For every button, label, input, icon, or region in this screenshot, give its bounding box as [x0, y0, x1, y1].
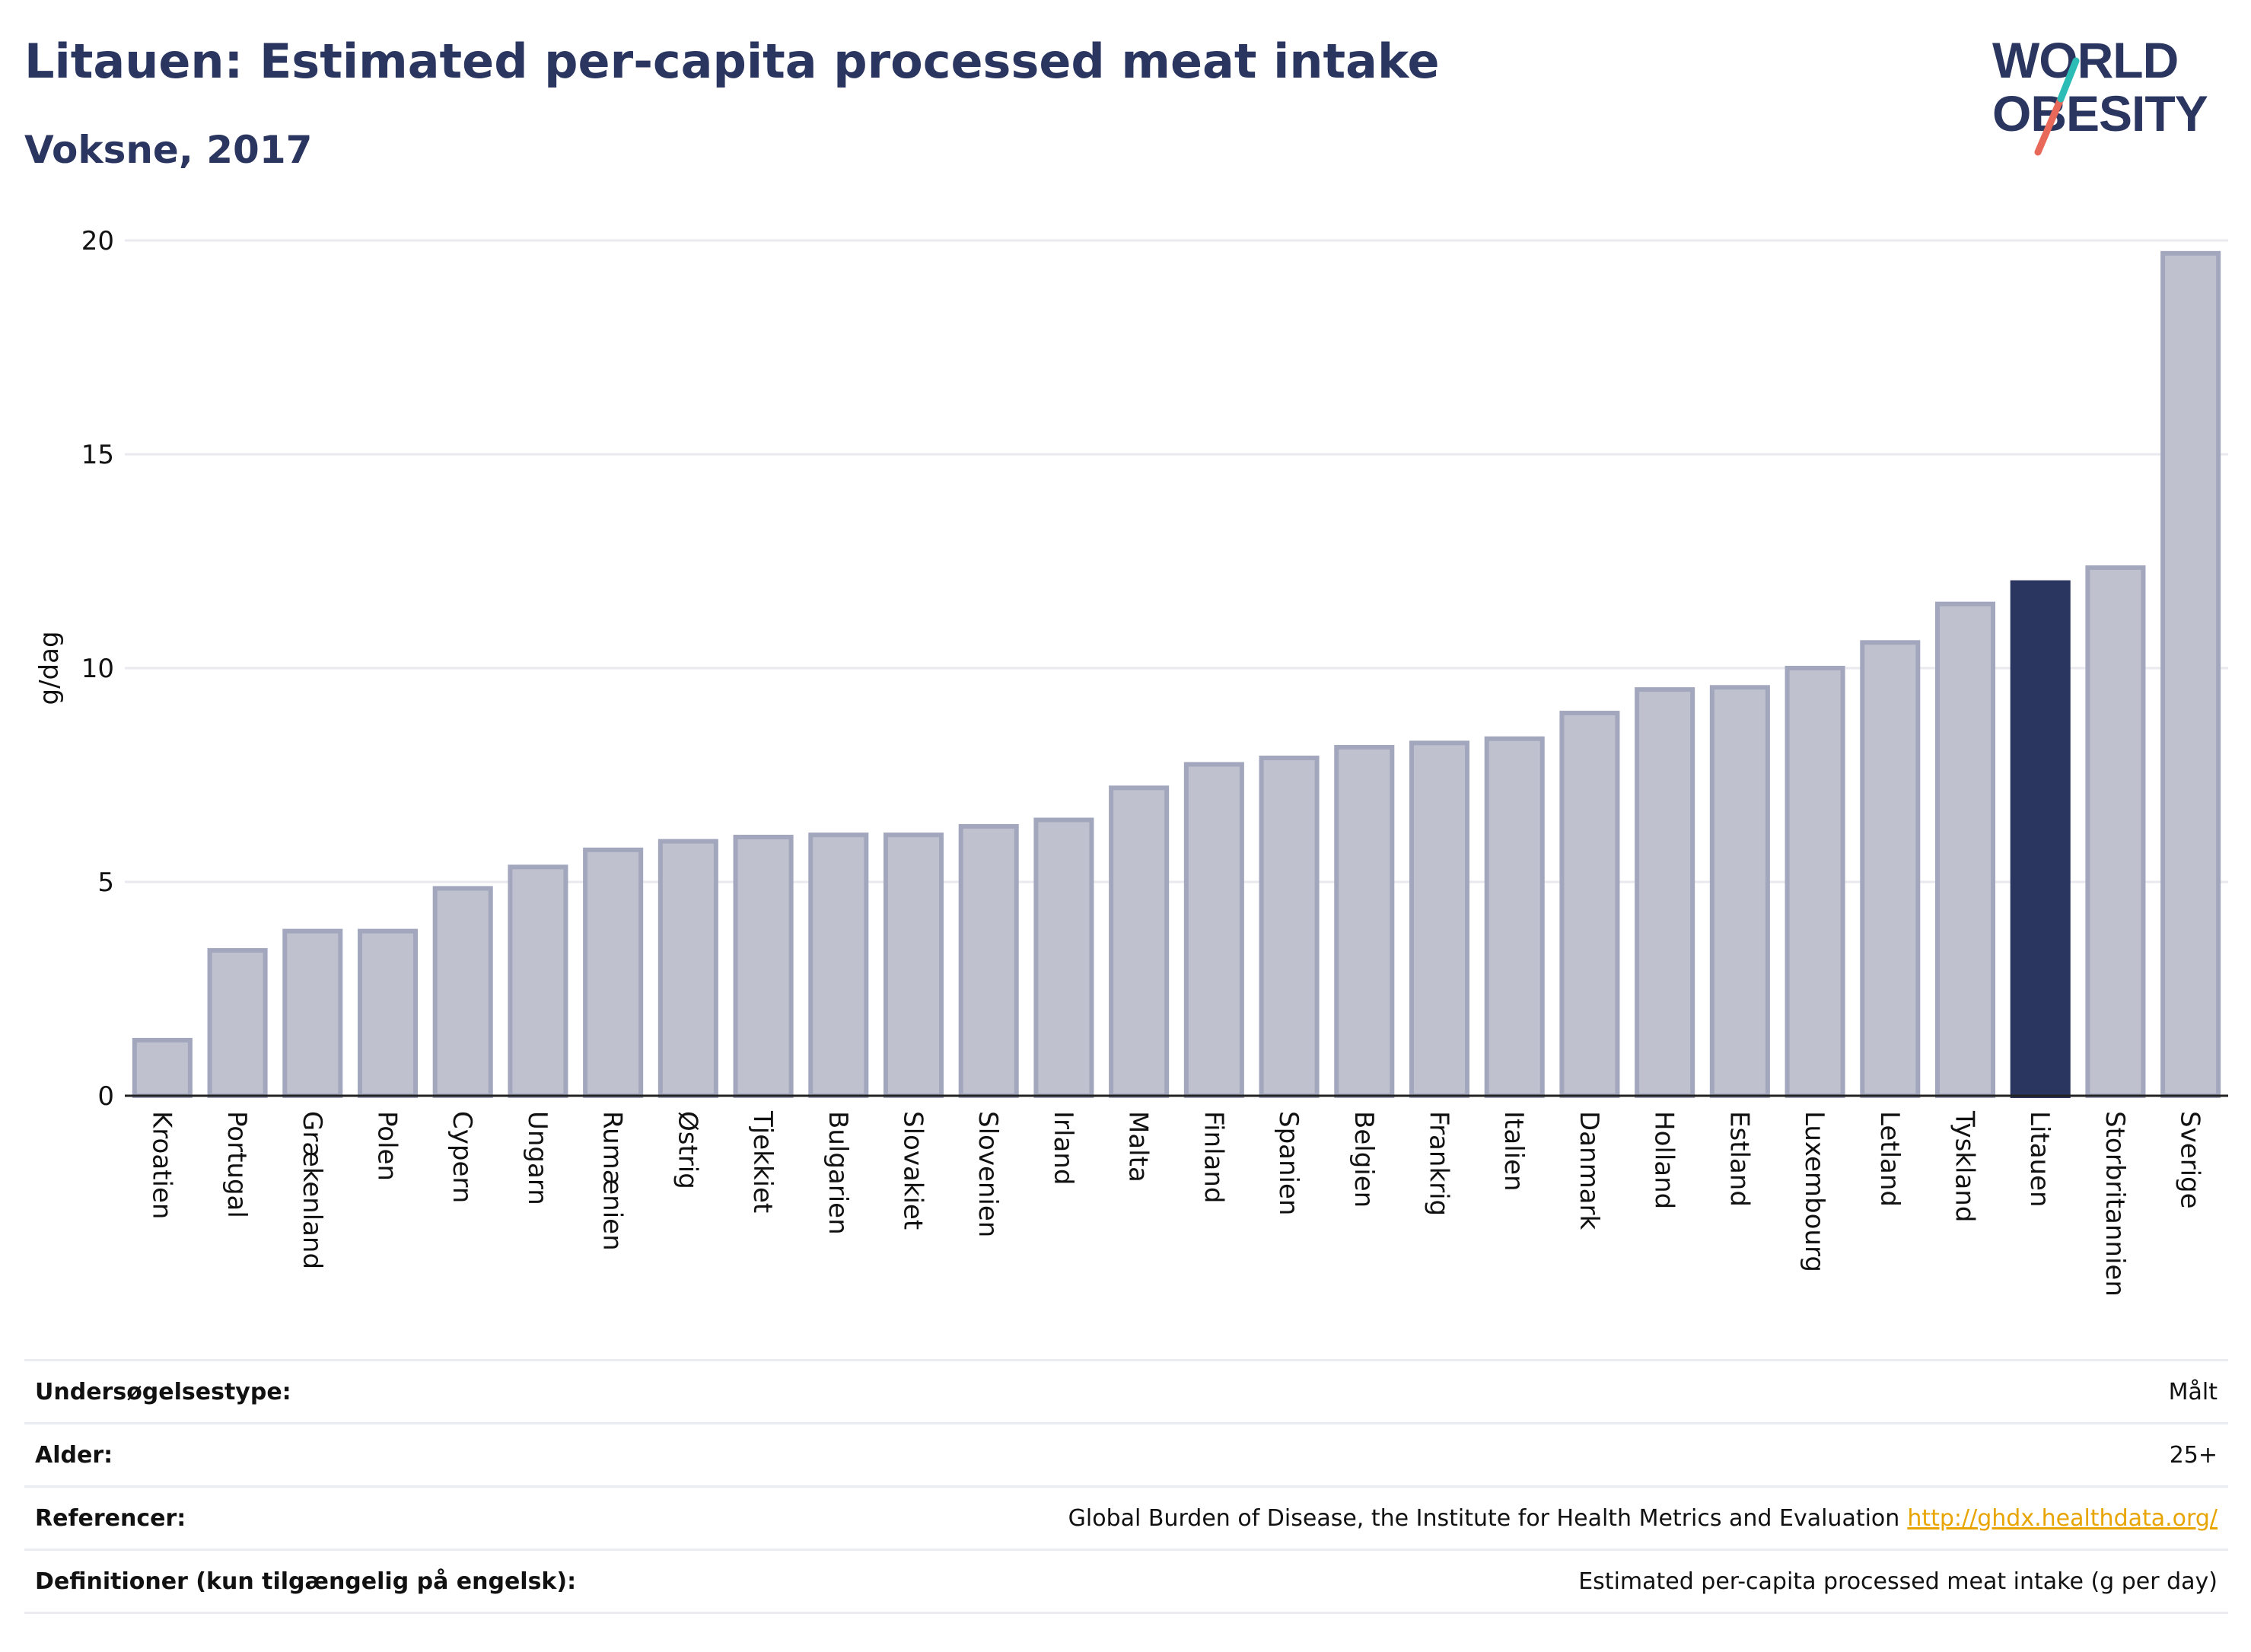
x-tick-label: Tyskland — [1950, 1110, 1980, 1222]
bar-spanien[interactable] — [1259, 756, 1320, 1099]
x-tick-label: Kroatien — [146, 1111, 177, 1219]
x-tick-label: Ungarn — [522, 1111, 552, 1205]
x-tick-labels: Kroatien Portugal Grækenland Polen Cypern Ung… — [146, 1110, 2205, 1297]
bar-italien[interactable] — [1484, 736, 1545, 1098]
y-tick-label: 20 — [81, 226, 114, 256]
info-row-definitions: Definitioner (kun tilgængelig på engelsk… — [24, 1551, 2228, 1614]
x-tick-label: Cypern — [447, 1111, 477, 1203]
info-row-references: Referencer: Global Burden of Disease, th… — [24, 1488, 2228, 1551]
info-label: Referencer: — [35, 1504, 186, 1532]
x-tick-label: Portugal — [221, 1111, 252, 1218]
bar-chart: 0 5 10 15 20 Kroatien Portugal Grækenland Polen… — [34, 226, 2228, 1297]
bar-litauen[interactable] — [2010, 580, 2071, 1098]
bar-sverige[interactable] — [2160, 250, 2221, 1098]
y-tick-label: 10 — [81, 654, 114, 684]
world-obesity-logo: WORLD OBESITY — [1992, 32, 2208, 156]
bar-letland[interactable] — [1860, 640, 1921, 1098]
bar-danmark[interactable] — [1559, 711, 1620, 1098]
x-tick-label: Luxembourg — [1799, 1111, 1829, 1272]
bar-østrig[interactable] — [657, 839, 718, 1098]
x-tick-label: Slovakiet — [898, 1111, 928, 1230]
reference-text: Global Burden of Disease, the Institute … — [1068, 1504, 1900, 1532]
x-tick-label: Rumænien — [597, 1111, 628, 1251]
bar-belgien[interactable] — [1334, 744, 1395, 1098]
info-value: Målt — [2168, 1378, 2218, 1405]
bar-slovakiet[interactable] — [883, 832, 944, 1099]
x-tick-label: Polen — [372, 1111, 403, 1181]
bar-polen[interactable] — [357, 928, 419, 1098]
x-tick-label: Bulgarien — [823, 1111, 853, 1235]
bar-estland[interactable] — [1709, 685, 1770, 1098]
bar-luxembourg[interactable] — [1785, 666, 1845, 1098]
info-label: Undersøgelsestype: — [35, 1378, 291, 1405]
x-tick-label: Estland — [1724, 1111, 1754, 1207]
x-tick-label: Sverige — [2175, 1111, 2205, 1209]
logo-slash-teal — [2057, 57, 2080, 103]
x-tick-label: Litauen — [2024, 1111, 2055, 1208]
x-tick-label: Finland — [1198, 1111, 1228, 1204]
bar-storbritannien[interactable] — [2085, 565, 2146, 1098]
bar-irland[interactable] — [1033, 817, 1094, 1098]
bar-tjekkiet[interactable] — [733, 834, 794, 1098]
bar-cypern[interactable] — [432, 886, 493, 1099]
bar-tyskland[interactable] — [1934, 601, 1996, 1098]
x-tick-label: Holland — [1649, 1111, 1679, 1209]
x-tick-label: Belgien — [1348, 1111, 1379, 1208]
bar-slovenien[interactable] — [958, 823, 1019, 1098]
bar-bulgarien[interactable] — [808, 832, 869, 1099]
y-tick-label: 5 — [97, 867, 114, 898]
y-tick-label: 0 — [97, 1081, 114, 1112]
x-tick-label: Tjekkiet — [747, 1110, 778, 1213]
reference-link[interactable]: http://ghdx.healthdata.org/ — [1907, 1504, 2218, 1532]
logo-line1: WORLD — [1992, 32, 2178, 88]
info-value: Estimated per-capita processed meat inta… — [1578, 1568, 2218, 1595]
y-tick-labels: 0 5 10 15 20 — [81, 226, 114, 1112]
bars — [132, 250, 2221, 1099]
bar-holland[interactable] — [1635, 687, 1695, 1098]
info-value: 25+ — [2169, 1441, 2218, 1469]
x-tick-label: Danmark — [1574, 1111, 1604, 1230]
bar-malta[interactable] — [1109, 785, 1170, 1098]
bar-rumænien[interactable] — [583, 847, 644, 1098]
bar-portugal[interactable] — [207, 947, 268, 1099]
info-label: Alder: — [35, 1441, 113, 1469]
page-subtitle: Voksne, 2017 — [24, 128, 313, 172]
logo-line2: OBESITY — [1992, 85, 2208, 142]
x-tick-label: Storbritannien — [2100, 1111, 2130, 1297]
info-table: Undersøgelsestype: Målt Alder: 25+ Refer… — [24, 1359, 2228, 1614]
logo-slash-coral — [2034, 95, 2065, 156]
info-row-age: Alder: 25+ — [24, 1424, 2228, 1488]
y-axis-label: g/dag — [34, 631, 65, 705]
x-tick-label: Letland — [1874, 1111, 1905, 1207]
bar-frankrig[interactable] — [1409, 740, 1470, 1098]
x-tick-label: Malta — [1123, 1111, 1154, 1183]
x-tick-label: Irland — [1048, 1111, 1078, 1185]
page-title: Litauen: Estimated per-capita processed … — [24, 33, 1440, 89]
info-row-survey-type: Undersøgelsestype: Målt — [24, 1361, 2228, 1424]
x-tick-label: Spanien — [1273, 1111, 1304, 1215]
info-label: Definitioner (kun tilgængelig på engelsk… — [35, 1568, 577, 1595]
bar-kroatien[interactable] — [132, 1037, 193, 1098]
bar-finland[interactable] — [1183, 762, 1244, 1098]
bar-grækenland[interactable] — [282, 928, 343, 1098]
x-tick-label: Slovenien — [973, 1111, 1003, 1237]
bar-ungarn[interactable] — [508, 864, 568, 1098]
y-tick-label: 15 — [81, 440, 114, 470]
x-tick-label: Østrig — [672, 1111, 702, 1189]
x-tick-label: Italien — [1498, 1111, 1529, 1192]
info-value-references: Global Burden of Disease, the Institute … — [1068, 1505, 2218, 1532]
x-tick-label: Grækenland — [297, 1111, 327, 1269]
x-tick-label: Frankrig — [1424, 1111, 1454, 1216]
